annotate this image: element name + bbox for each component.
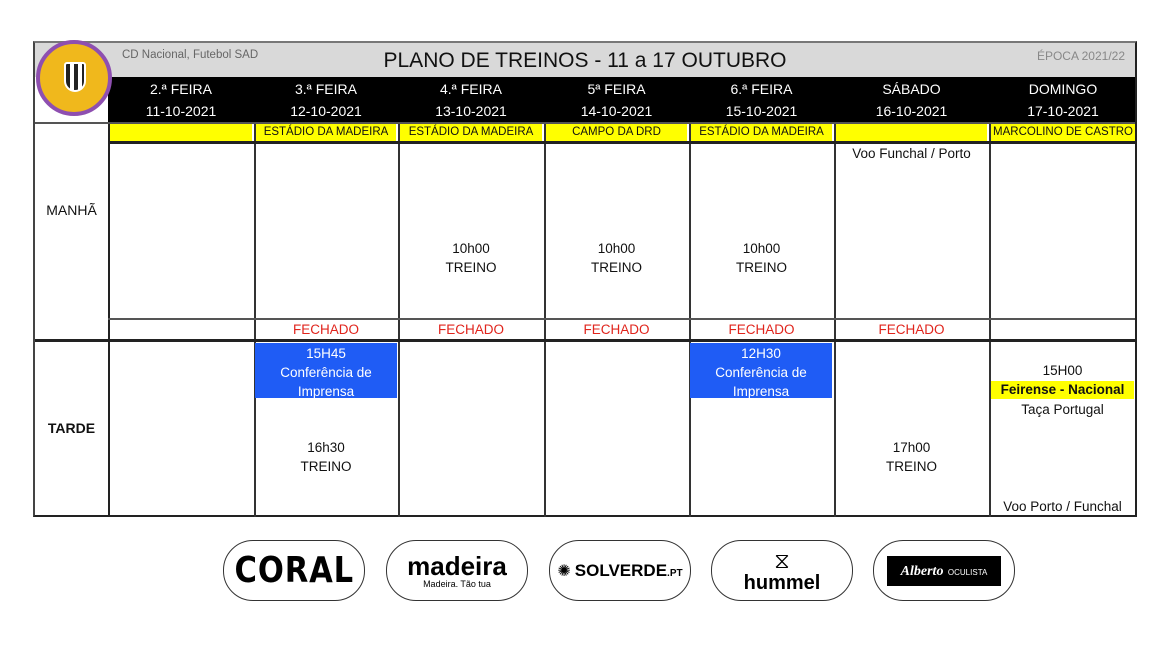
closed-sat: FECHADO: [878, 322, 945, 337]
sponsor-coral: CORAL: [223, 540, 365, 601]
sponsor-madeira: madeira Madeira. Tão tua: [386, 540, 528, 601]
day-header-row: [108, 77, 1135, 122]
sponsor-hummel: ⧖ hummel: [711, 540, 853, 601]
day-name: 2.ª FEIRA: [150, 81, 212, 97]
thu-morning-label: TREINO: [590, 260, 642, 275]
sun-travel: Voo Porto / Funchal: [1003, 499, 1122, 514]
closed-tue: FECHADO: [292, 322, 359, 337]
closed-wed: FECHADO: [437, 322, 504, 337]
solverde-tld: .PT: [667, 567, 683, 579]
day-date: 13-10-2021: [435, 103, 507, 119]
wed-morning-time: 10h00: [452, 241, 490, 256]
fri-morning-label: TREINO: [735, 260, 787, 275]
closed-thu: FECHADO: [583, 322, 650, 337]
sat-afternoon-label: TREINO: [885, 459, 937, 474]
tue-afternoon-label: TREINO: [300, 459, 352, 474]
alberto-sub: OCULISTA: [947, 567, 988, 577]
press-time: 12H30: [741, 346, 781, 361]
day-date: 17-10-2021: [1027, 103, 1099, 119]
tue-press-conference: 15H45 Conferência de Imprensa: [255, 343, 397, 399]
thu-morning-time: 10h00: [597, 241, 636, 256]
day-name: 6.ª FEIRA: [730, 81, 793, 97]
day-location: [110, 124, 252, 141]
day-date: 14-10-2021: [580, 103, 653, 119]
day-date: 12-10-2021: [290, 103, 362, 119]
day-name: 4.ª FEIRA: [440, 81, 502, 97]
page-title: PLANO DE TREINOS - 11 a 17 OUTUBRO: [383, 49, 787, 72]
club-name: CD Nacional, Futebol SAD: [122, 49, 259, 61]
day-location: MARCOLINO DE CASTRO: [991, 124, 1135, 141]
sun-match: Feirense - Nacional: [991, 381, 1134, 399]
solverde-logo: SOLVERDE: [574, 560, 668, 580]
row-label-afternoon: TARDE: [47, 420, 96, 436]
day-name: DOMINGO: [1028, 81, 1098, 97]
madeira-tagline: Madeira. Tão tua: [423, 578, 491, 589]
day-name: 5ª FEIRA: [587, 81, 646, 97]
sun-competition: Taça Portugal: [1021, 402, 1104, 417]
day-name: SÁBADO: [882, 81, 941, 97]
alberto-logo: Alberto: [900, 563, 944, 579]
day-location: ESTÁDIO DA MADEIRA: [400, 124, 542, 141]
sun-match-time: 15H00: [1042, 363, 1083, 378]
sponsor-alberto: Alberto OCULISTA: [873, 540, 1015, 601]
fri-morning-time: 10h00: [742, 241, 781, 256]
day-name: 3.ª FEIRA: [295, 81, 357, 97]
closed-fri: FECHADO: [728, 322, 795, 337]
day-date: 16-10-2021: [875, 103, 948, 119]
wed-morning-label: TREINO: [445, 260, 497, 275]
day-location: ESTÁDIO DA MADEIRA: [256, 124, 396, 141]
hummel-bee-icon: ⧖: [774, 547, 790, 573]
club-logo: [36, 40, 112, 116]
season-label: ÉPOCA 2021/22: [1036, 49, 1125, 63]
sat-afternoon-time: 17h00: [892, 440, 931, 455]
row-label-morning: MANHÃ: [46, 202, 97, 218]
title-bar: [35, 43, 1135, 77]
sat-morning-travel: Voo Funchal / Porto: [852, 146, 971, 161]
day-date: 15-10-2021: [725, 103, 798, 119]
coral-logo: CORAL: [234, 550, 354, 591]
madeira-logo: madeira: [407, 550, 507, 581]
fri-press-conference: 12H30 Conferência de Imprensa: [690, 343, 832, 399]
day-location: ESTÁDIO DA MADEIRA: [691, 124, 832, 141]
solverde-icon: ✺: [557, 562, 571, 580]
schedule-table: [33, 41, 1137, 517]
day-location: CAMPO DA DRD: [546, 124, 687, 141]
hummel-logo: hummel: [743, 571, 821, 594]
sponsor-solverde: ✺ SOLVERDE .PT: [549, 540, 691, 601]
press-label: Conferência de Imprensa: [715, 365, 807, 399]
day-date: 11-10-2021: [145, 103, 217, 119]
day-location: [836, 124, 987, 141]
press-label: Conferência de Imprensa: [280, 365, 372, 399]
press-time: 15H45: [306, 346, 346, 361]
tue-afternoon-time: 16h30: [307, 440, 345, 455]
